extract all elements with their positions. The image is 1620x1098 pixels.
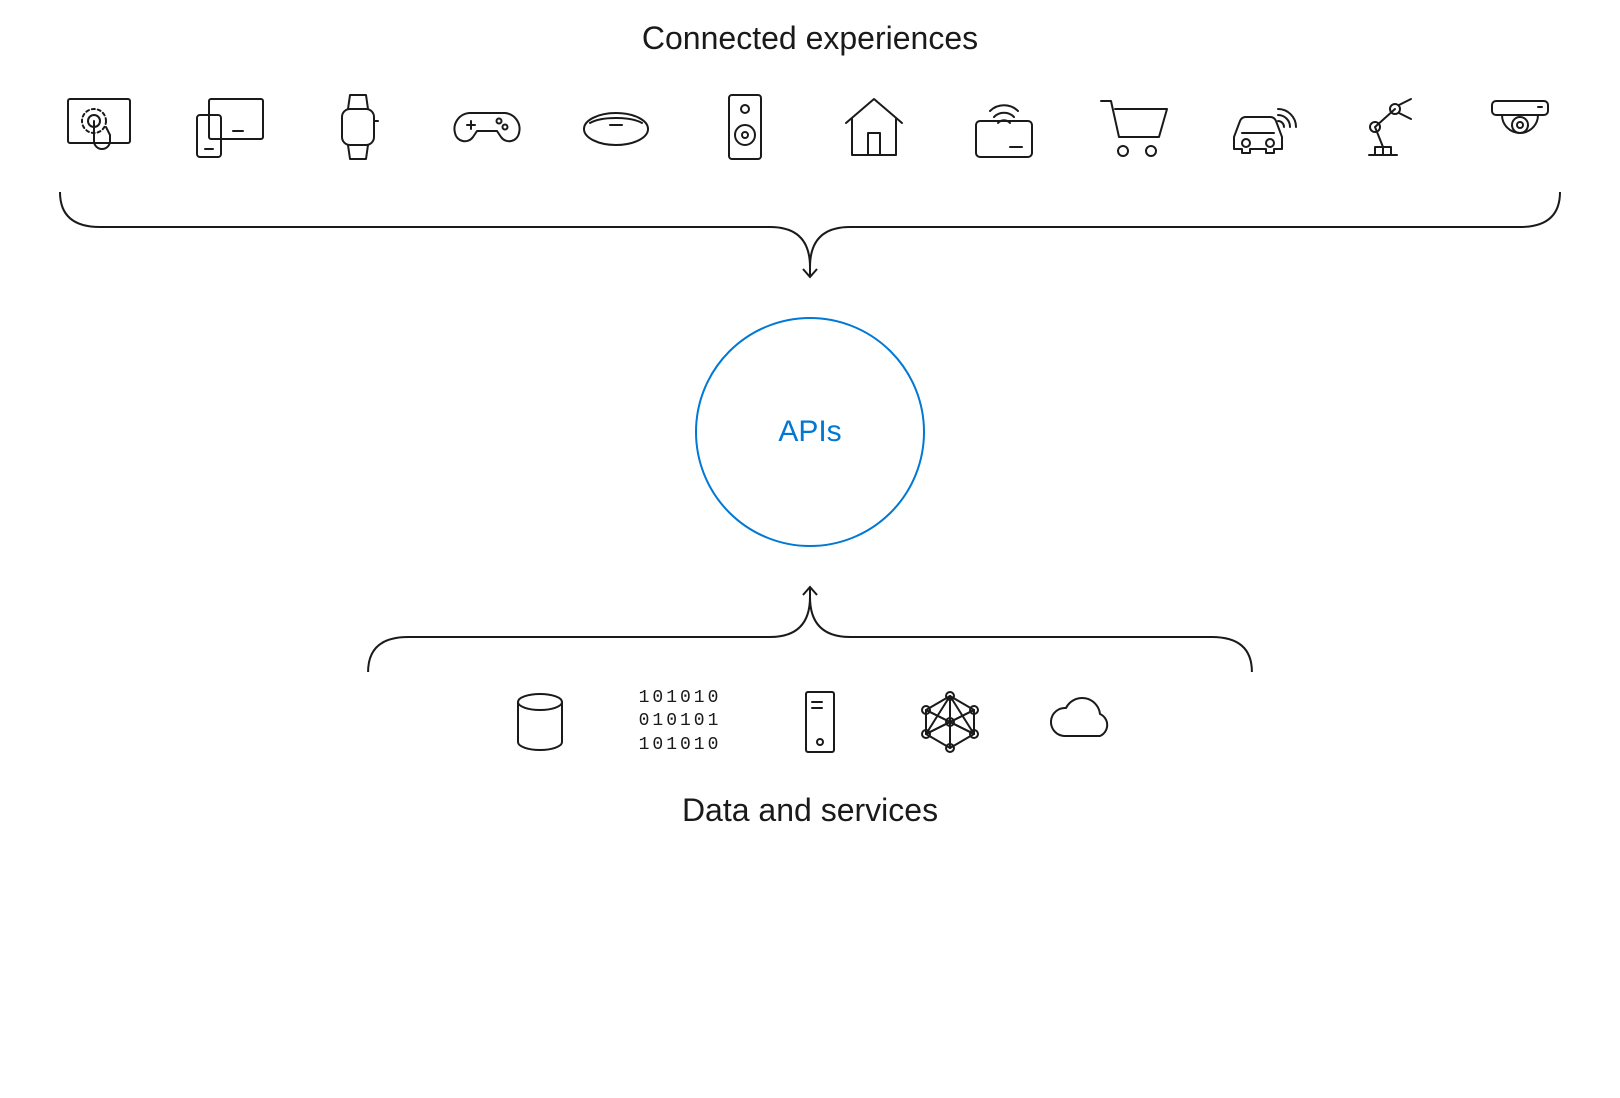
shopping-cart-icon <box>1093 87 1173 167</box>
server-icon <box>780 682 860 762</box>
network-graph-icon <box>910 682 990 762</box>
devices-icon <box>189 87 269 167</box>
home-icon <box>834 87 914 167</box>
apis-label: APIs <box>778 415 841 449</box>
api-architecture-diagram: Connected experiences <box>40 20 1580 1078</box>
top-section-title: Connected experiences <box>642 20 978 57</box>
top-bracket <box>40 187 1580 287</box>
database-icon <box>500 682 580 762</box>
smartwatch-icon <box>318 87 398 167</box>
vr-headset-icon <box>576 87 656 167</box>
speaker-icon <box>705 87 785 167</box>
security-camera-icon <box>1480 87 1560 167</box>
robot-arm-icon <box>1351 87 1431 167</box>
cloud-icon <box>1040 682 1120 762</box>
gamepad-icon <box>447 87 527 167</box>
apis-circle: APIs <box>695 317 925 547</box>
data-services-icons: 101010 010101 101010 <box>348 682 1272 762</box>
bottom-bracket <box>348 577 1272 677</box>
bottom-section-title: Data and services <box>682 792 938 829</box>
connected-car-icon <box>1222 87 1302 167</box>
payment-icon <box>964 87 1044 167</box>
connected-experiences-icons <box>40 87 1580 167</box>
binary-data-icon: 101010 010101 101010 <box>630 682 730 762</box>
touchscreen-icon <box>60 87 140 167</box>
